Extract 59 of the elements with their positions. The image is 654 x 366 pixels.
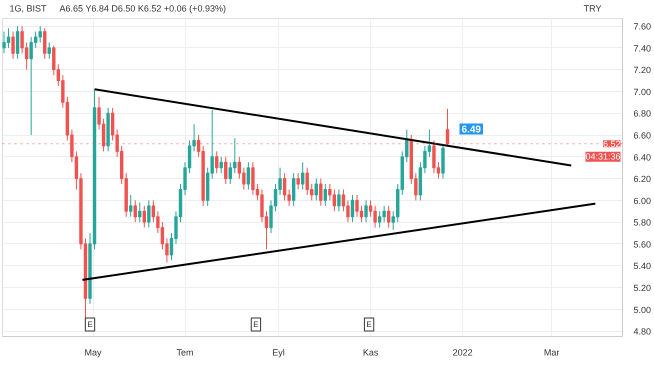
candlestick <box>300 162 304 190</box>
y-tick-label: 6.00 <box>634 196 652 206</box>
candlestick <box>142 205 146 228</box>
candlestick <box>337 188 341 212</box>
candlestick <box>134 200 137 223</box>
y-tick-label: 5.20 <box>634 282 652 293</box>
candlestick <box>296 172 300 190</box>
candlestick <box>6 28 10 48</box>
candlestick <box>215 150 218 174</box>
y-tick-label: 6.40 <box>634 152 652 162</box>
candlestick <box>2 31 6 54</box>
candlestick <box>292 172 296 206</box>
candlestick <box>364 200 368 223</box>
x-tick-label: Kas <box>362 348 379 358</box>
candlestick <box>129 194 132 218</box>
x-tick-label: Tem <box>176 348 194 358</box>
text: A6.65 Y6.84 D6.50 K6.52 +0.06 (+0.93%) <box>60 4 226 14</box>
y-tick-label: 7.40 <box>634 43 652 54</box>
ref-line-label: 6.52 <box>602 139 621 150</box>
candlestick <box>224 156 228 185</box>
annotation: E <box>87 320 93 330</box>
y-tick-label: 5.40 <box>634 261 652 272</box>
candlestick <box>11 31 15 60</box>
y-tick-label: 6.20 <box>634 174 652 184</box>
candlestick <box>314 178 318 201</box>
candlestick <box>220 156 223 174</box>
annotation: 04:31:36 <box>585 152 621 162</box>
y-tick-label: 6.80 <box>634 108 652 119</box>
candlestick <box>246 162 250 190</box>
x-tick-label: 2022 <box>452 348 473 358</box>
candlestick <box>319 178 323 206</box>
candlestick <box>147 200 151 228</box>
y-tick-label: 7.60 <box>634 22 652 32</box>
candlestick <box>324 184 328 206</box>
candlestick <box>138 202 142 223</box>
candlestick <box>355 194 359 218</box>
x-tick-label: Eyl <box>272 348 285 358</box>
y-tick-label: 6.60 <box>634 130 652 141</box>
y-tick-label: 5.60 <box>634 239 652 250</box>
candlestick <box>382 205 386 223</box>
candlestick <box>251 162 255 196</box>
text: TRY <box>584 4 602 14</box>
annotation: 6.49 <box>462 124 482 136</box>
candlestick <box>43 28 46 60</box>
x-tick-label: May <box>84 348 102 358</box>
y-tick-label: 7.00 <box>634 86 652 97</box>
annotation: E <box>366 320 372 330</box>
annotation: E <box>253 320 259 330</box>
y-tick-label: 4.80 <box>634 326 652 337</box>
candlestick <box>16 26 20 60</box>
y-tick-label: 5.00 <box>634 304 652 315</box>
candlestick <box>373 205 377 228</box>
x-tick-label: Mar <box>544 348 560 358</box>
y-tick-label: 5.80 <box>634 218 652 228</box>
y-tick-label: 7.20 <box>634 65 652 76</box>
candlestick <box>432 140 436 174</box>
candlestick <box>48 42 51 60</box>
text: 1G, BIST <box>10 4 48 14</box>
candlestick <box>386 205 390 228</box>
